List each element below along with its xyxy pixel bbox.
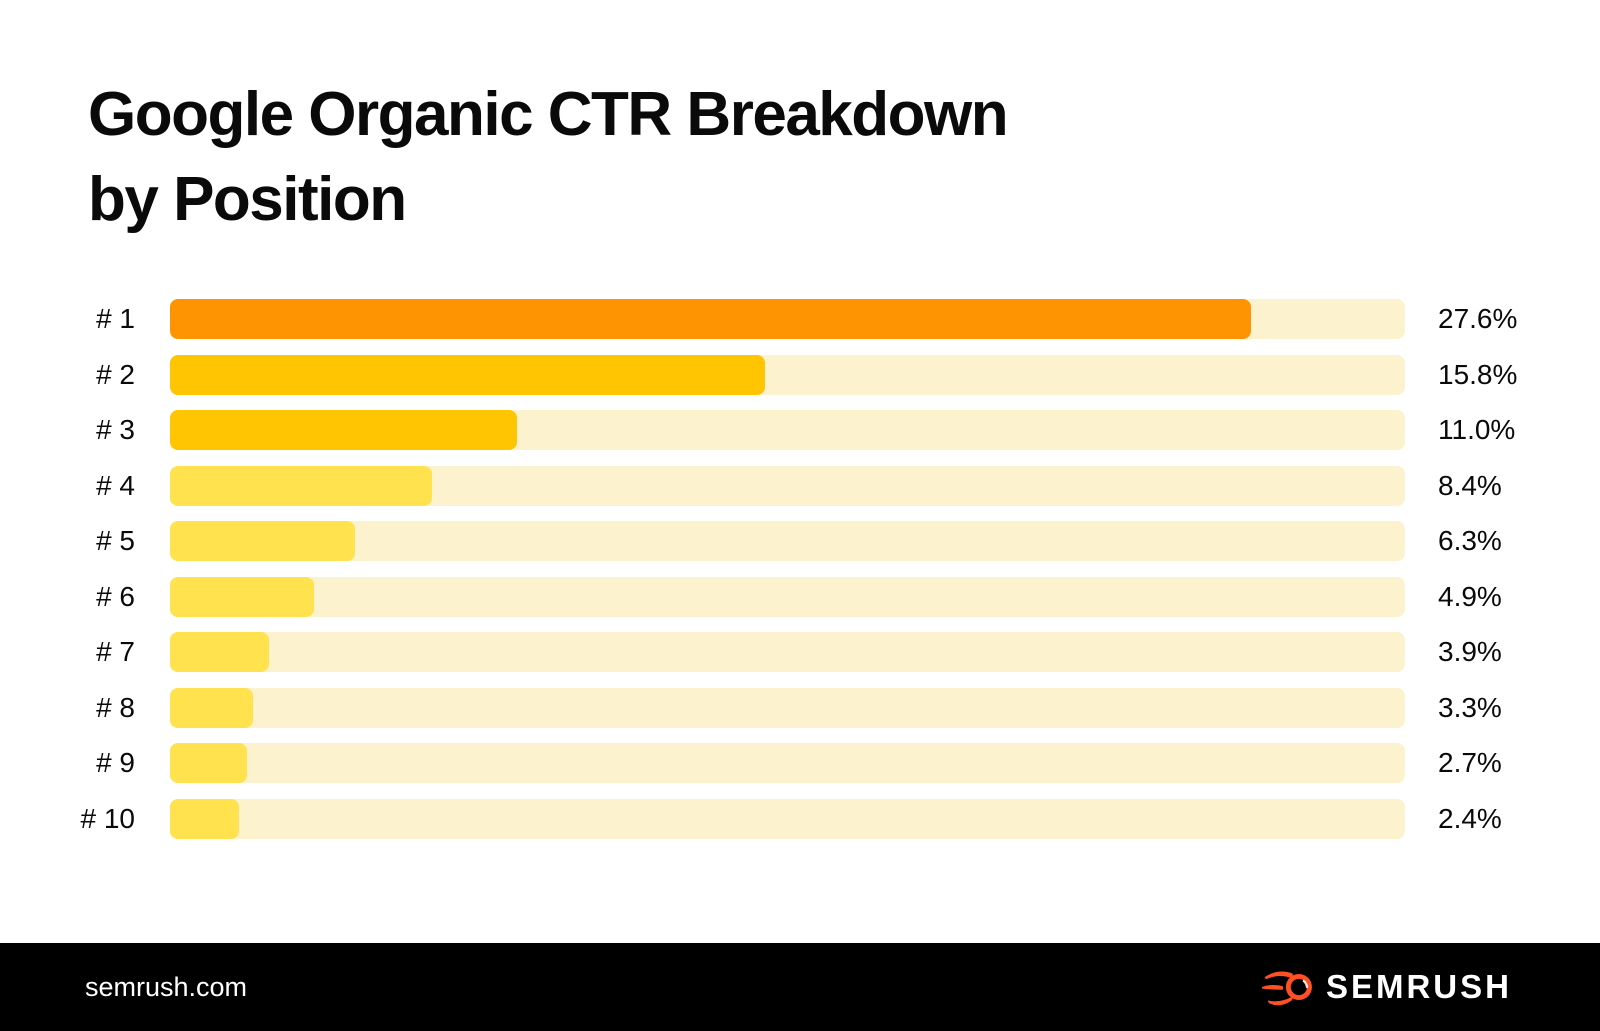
ctr-value-label: 3.3% (1438, 691, 1502, 723)
bar-fill (170, 743, 247, 783)
title-line-1: Google Organic CTR Breakdown (88, 80, 1009, 149)
semrush-logo: SEMRUSH (1261, 965, 1512, 1009)
bar-track (170, 521, 1405, 561)
position-label: # 8 (96, 691, 135, 723)
chart-row: # 4 8.4% (0, 465, 1600, 506)
chart-row: # 5 6.3% (0, 521, 1600, 561)
title-line-2: by Position (88, 165, 407, 234)
bar-track (170, 410, 1405, 450)
chart-row: # 2 15.8% (0, 354, 1600, 395)
bar-track (170, 798, 1405, 839)
semrush-comet-icon (1261, 971, 1312, 1006)
bar-track (170, 632, 1405, 672)
bar-track (170, 299, 1405, 339)
position-label: # 3 (96, 414, 135, 445)
chart-row: # 3 11.0% (0, 410, 1600, 450)
ctr-bar-chart: # 1 27.6% # 2 15.8% # 3 11.0% # 4 (0, 299, 1600, 839)
semrush-wordmark: SEMRUSH (1325, 968, 1512, 1005)
bar-fill (170, 354, 766, 395)
bar-track (170, 465, 1405, 506)
ctr-value-label: 4.9% (1438, 580, 1502, 612)
ctr-value-label: 3.9% (1438, 636, 1502, 667)
position-label: # 10 (80, 802, 136, 834)
website-url: semrush.com (85, 971, 248, 1002)
bar-fill (170, 410, 518, 450)
bar-fill (170, 465, 432, 506)
ctr-value-label: 11.0% (1438, 414, 1516, 445)
position-label: # 5 (96, 525, 135, 556)
chart-row: # 10 2.4% (0, 798, 1600, 839)
chart-row: # 8 3.3% (0, 687, 1600, 728)
ctr-value-label: 15.8% (1438, 358, 1518, 390)
ctr-value-label: 8.4% (1438, 469, 1502, 501)
ctr-value-label: 2.4% (1438, 802, 1502, 834)
chart-row: # 7 3.9% (0, 632, 1600, 672)
bar-fill (170, 299, 1251, 339)
chart-row: # 9 2.7% (0, 743, 1600, 783)
bar-fill (170, 576, 315, 617)
page-title: Google Organic CTR Breakdown by Position (88, 72, 1009, 242)
position-label: # 9 (96, 747, 135, 778)
chart-row: # 1 27.6% (0, 299, 1600, 339)
position-label: # 1 (96, 303, 135, 334)
bar-fill (170, 687, 253, 728)
bar-track (170, 743, 1405, 783)
bar-track (170, 354, 1405, 395)
footer-bar: semrush.com SEMRUSH (0, 943, 1600, 1031)
ctr-value-label: 2.7% (1438, 747, 1502, 778)
position-label: # 2 (96, 358, 135, 390)
bar-track (170, 687, 1405, 728)
chart-row: # 6 4.9% (0, 576, 1600, 617)
ctr-value-label: 6.3% (1438, 525, 1502, 556)
ctr-value-label: 27.6% (1438, 303, 1518, 334)
bar-fill (170, 798, 240, 839)
bar-track (170, 576, 1405, 617)
bar-fill (170, 632, 269, 672)
position-label: # 4 (96, 469, 135, 501)
position-label: # 6 (96, 580, 135, 612)
bar-fill (170, 521, 356, 561)
position-label: # 7 (96, 636, 135, 667)
